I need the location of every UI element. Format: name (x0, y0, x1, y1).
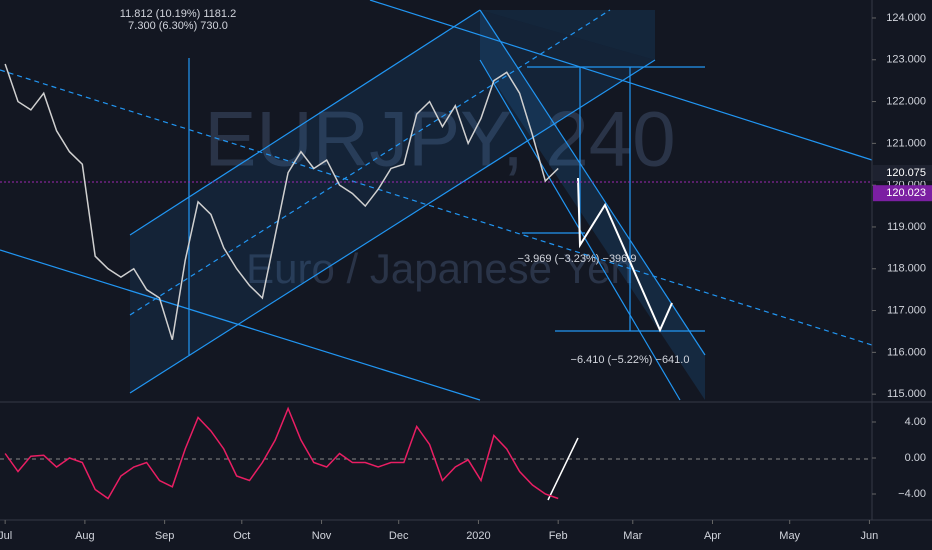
price-line-series (4, 406, 559, 500)
channel-line (129, 59, 656, 394)
channel-mid (129, 9, 611, 316)
annotation: 11.812 (10.19%) 1181.2 (120, 8, 236, 20)
x-tick-label: Sep (155, 530, 175, 542)
trend-line (369, 0, 873, 161)
channel-fill (130, 10, 655, 235)
annotation: −6.410 (−5.22%) −641.0 (571, 354, 690, 366)
annotation: 7.300 (6.30%) 730.0 (128, 20, 228, 32)
x-tick-label: Apr (704, 530, 721, 542)
y-tick-label: 0.00 (905, 452, 926, 464)
x-tick-label: Oct (233, 530, 250, 542)
osc-arrow (547, 437, 579, 501)
price-line-series (4, 63, 559, 341)
price-label: 120.075 (886, 167, 926, 179)
x-tick-label: Dec (389, 530, 409, 542)
y-tick-label: 116.000 (887, 346, 926, 358)
projection-path (577, 177, 673, 333)
y-tick-label: 122.000 (886, 95, 926, 107)
y-tick-label: 121.000 (886, 137, 926, 149)
x-tick-label: Jul (0, 530, 12, 542)
y-tick-label: 4.00 (905, 416, 926, 428)
price-label-box (873, 165, 932, 182)
y-tick-label: −4.00 (898, 488, 926, 500)
y-tick-label: 123.000 (886, 54, 926, 66)
y-tick-label: 117.000 (887, 304, 926, 316)
x-tick-label: Aug (75, 530, 95, 542)
x-tick-label: Feb (549, 530, 568, 542)
y-tick-label: 115.000 (887, 388, 926, 400)
y-tick-label: 118.000 (887, 263, 926, 275)
y-tick-label: 124.000 (886, 12, 926, 24)
x-tick-label: 2020 (466, 530, 490, 542)
annotation: −3.969 (−3.23%) −396.9 (518, 253, 637, 265)
x-tick-label: Jun (861, 530, 879, 542)
price-label-box (873, 185, 932, 202)
watermark: EURJPY, 240 (204, 95, 675, 183)
x-tick-label: Mar (623, 530, 642, 542)
watermark-subtitle: Euro / Japanese Yen (246, 245, 634, 292)
x-tick-label: Nov (312, 530, 332, 542)
x-tick-label: May (779, 530, 800, 542)
trend-line (0, 249, 481, 401)
channel-line (129, 9, 481, 236)
y-tick-label: 119.000 (887, 221, 926, 233)
price-label: 120.023 (886, 187, 926, 199)
